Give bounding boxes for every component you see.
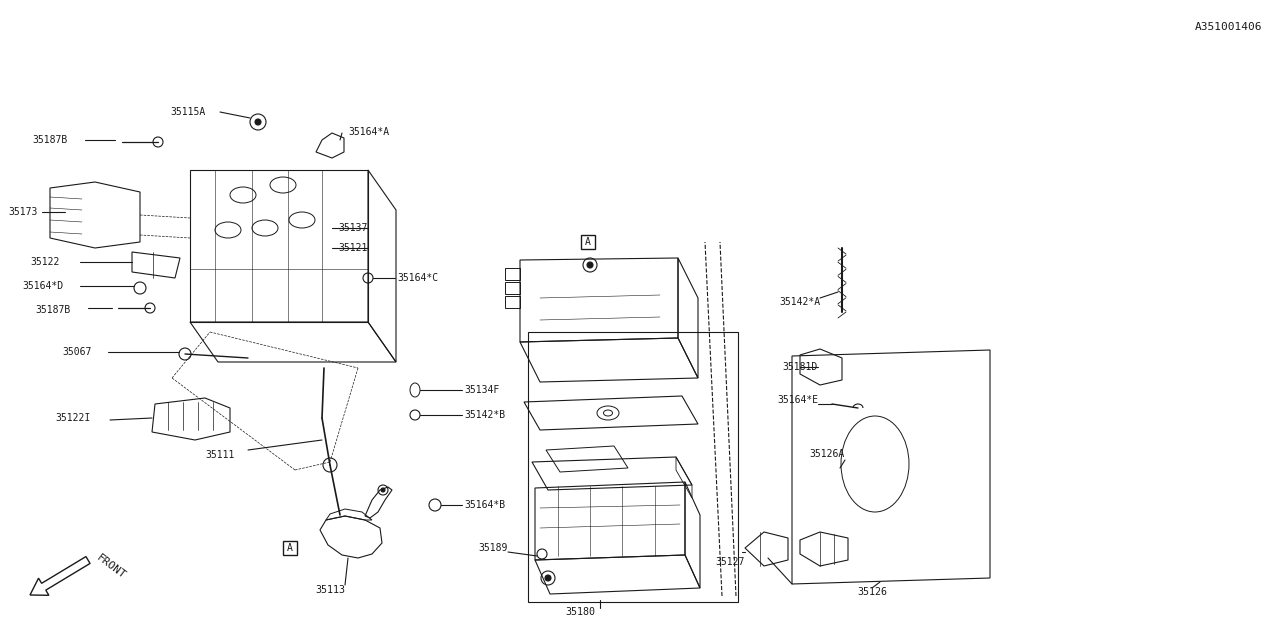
Text: 35181D: 35181D [783, 362, 818, 372]
Text: A: A [585, 237, 591, 247]
Text: 35067: 35067 [61, 347, 91, 357]
Text: 35121: 35121 [338, 243, 367, 253]
Text: 35122I: 35122I [55, 413, 91, 423]
Circle shape [381, 488, 385, 492]
Text: 35111: 35111 [205, 450, 234, 460]
Bar [581, 235, 595, 249]
Bar [283, 541, 297, 555]
Text: 35164*B: 35164*B [465, 500, 506, 510]
Text: 35134F: 35134F [465, 385, 499, 395]
Text: A: A [287, 543, 293, 553]
Text: 35126A: 35126A [810, 449, 845, 459]
Text: 35113: 35113 [315, 585, 346, 595]
Text: 35164*A: 35164*A [348, 127, 389, 137]
Text: 35180: 35180 [564, 607, 595, 617]
Bar [506, 268, 520, 280]
Text: 35126: 35126 [858, 587, 887, 597]
Text: 35164*D: 35164*D [22, 281, 63, 291]
Circle shape [588, 262, 593, 268]
Text: A351001406: A351001406 [1194, 22, 1262, 32]
Circle shape [545, 575, 550, 581]
Text: 35137: 35137 [338, 223, 367, 233]
Text: 35127: 35127 [716, 557, 745, 567]
Bar [529, 332, 739, 602]
Text: 35122: 35122 [29, 257, 59, 267]
Circle shape [255, 119, 261, 125]
Text: 35187B: 35187B [32, 135, 68, 145]
Text: 35187B: 35187B [35, 305, 70, 315]
Text: 35164*E: 35164*E [777, 395, 818, 405]
Text: 35189: 35189 [479, 543, 508, 553]
Bar [506, 282, 520, 294]
Bar [189, 170, 369, 322]
Text: 35142*B: 35142*B [465, 410, 506, 420]
Text: 35164*C: 35164*C [397, 273, 438, 283]
Text: 35173: 35173 [8, 207, 37, 217]
Text: 35115A: 35115A [170, 107, 206, 117]
Text: FRONT: FRONT [95, 553, 128, 581]
Bar [506, 296, 520, 308]
Text: 35142*A: 35142*A [778, 297, 820, 307]
